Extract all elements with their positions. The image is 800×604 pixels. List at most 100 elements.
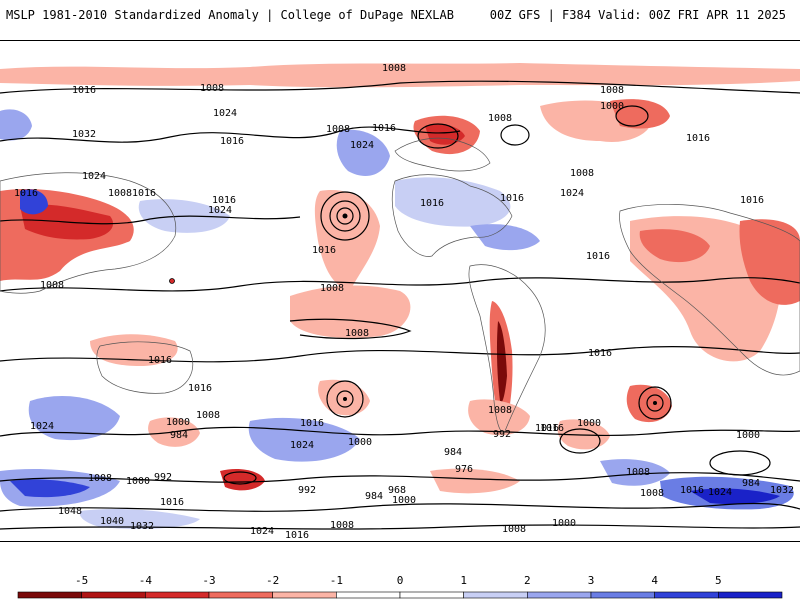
blue-patch-south-ocean-east-core bbox=[690, 488, 780, 505]
isobar-label: 992 bbox=[493, 429, 511, 440]
isobar-label: 1032 bbox=[130, 521, 154, 532]
isobar-label: 1016 bbox=[588, 348, 612, 359]
isobar-label: 1008 bbox=[326, 124, 350, 135]
isobar-label: 1008 bbox=[200, 83, 224, 94]
colorbar-segment bbox=[208, 591, 273, 599]
colorbar-tick-label: 3 bbox=[588, 574, 595, 587]
colorbar-segment bbox=[81, 591, 146, 599]
colorbar-graphic: -5 -4 -3 -2 -1 0 1 2 3 4 5 bbox=[17, 574, 783, 599]
blue-patch-siberia bbox=[0, 109, 32, 141]
isobar-label: 984 bbox=[365, 491, 383, 502]
blue-patch-south-ocean-west-core bbox=[10, 479, 90, 498]
colorbar-segment bbox=[654, 591, 719, 599]
red-patch-south-pacific bbox=[290, 285, 411, 338]
colorbar-tick-label: 0 bbox=[397, 574, 404, 587]
isobar-label: 1008 bbox=[570, 168, 594, 179]
isobar-label: 1024 bbox=[560, 188, 584, 199]
red-patch-south-ocean-b bbox=[430, 468, 520, 494]
colorbar-segment bbox=[145, 591, 210, 599]
header: MSLP 1981-2010 Standardized Anomaly | Co… bbox=[0, 0, 800, 30]
colorbar-segment bbox=[527, 591, 592, 599]
colorbar-tick-label: 5 bbox=[715, 574, 722, 587]
isobar-label: 1000 bbox=[126, 476, 150, 487]
isobar-label: 1000 bbox=[600, 101, 624, 112]
isobar-label: 984 bbox=[170, 430, 188, 441]
isobar-label: 1024 bbox=[82, 171, 106, 182]
isobar-label: 1016 bbox=[300, 418, 324, 429]
blue-patch-north-pacific bbox=[336, 129, 390, 176]
colorbar-tick-label: 2 bbox=[524, 574, 531, 587]
isobar-label: 1008 bbox=[488, 405, 512, 416]
isobar-label: 1016 bbox=[285, 530, 309, 541]
isobar-label: 1016 bbox=[188, 383, 212, 394]
colorbar-tick-label: 4 bbox=[651, 574, 658, 587]
isobar-label: 1000 bbox=[348, 437, 372, 448]
colorbar-tick-label: -4 bbox=[139, 574, 153, 587]
isobar-label: 1000 bbox=[577, 418, 601, 429]
isobar-label: 1000 bbox=[552, 518, 576, 529]
isobar-label: 1024 bbox=[350, 140, 374, 151]
red-patch-africa-core bbox=[639, 229, 710, 263]
isobar-label: 1032 bbox=[770, 485, 794, 496]
isobar-label: 1008 bbox=[108, 188, 132, 199]
isobar-label: 1016 bbox=[686, 133, 710, 144]
blue-patch-usa bbox=[395, 177, 511, 227]
colorbar-segment bbox=[272, 591, 337, 599]
blue-patch-south-indian bbox=[28, 396, 120, 441]
isobar-label: 1016 bbox=[540, 423, 564, 434]
isobar-label: 1008 bbox=[640, 488, 664, 499]
isobar-label: 1008 bbox=[488, 113, 512, 124]
isobar-label: 1008 bbox=[88, 473, 112, 484]
isobar-label: 1008 bbox=[320, 283, 344, 294]
isobar-label: 992 bbox=[154, 472, 172, 483]
colorbar-tick-label: 1 bbox=[460, 574, 467, 587]
blue-patch-tibet bbox=[20, 189, 48, 215]
red-patch-andes-core bbox=[496, 321, 507, 403]
red-patch-indian-ocean bbox=[90, 334, 178, 366]
isobar-label: 1016 bbox=[14, 188, 38, 199]
isobar-label: 1008 bbox=[330, 520, 354, 531]
isobar-label: 1016 bbox=[680, 485, 704, 496]
isobar-label: 1024 bbox=[213, 108, 237, 119]
valid-time-label: 00Z GFS | F384 Valid: 00Z FRI APR 11 202… bbox=[489, 8, 786, 22]
isobar-label: 1016 bbox=[740, 195, 764, 206]
isobar-label: 1024 bbox=[708, 487, 732, 498]
colorbar-tick-label: -3 bbox=[202, 574, 215, 587]
red-patch-pacific-center bbox=[314, 190, 380, 291]
world-map-panel: 1008 1016 1008 1024 1032 1016 1024 1008 … bbox=[0, 40, 800, 542]
isobar-labels: 1008 1016 1008 1024 1032 1016 1024 1008 … bbox=[14, 63, 794, 541]
isobar-label: 1008 bbox=[40, 280, 64, 291]
anomaly-map: 1008 1016 1008 1024 1032 1016 1024 1008 … bbox=[0, 63, 800, 541]
isobar-label: 1016 bbox=[372, 123, 396, 134]
isobar-label: 1008 bbox=[382, 63, 406, 74]
colorbar-segment bbox=[336, 591, 401, 599]
map-title: MSLP 1981-2010 Standardized Anomaly | Co… bbox=[6, 8, 454, 22]
isobar-label: 1016 bbox=[420, 198, 444, 209]
colorbar-segment bbox=[590, 591, 655, 599]
isobar-label: 1000 bbox=[166, 417, 190, 428]
red-patch-south-atlantic-east bbox=[557, 419, 610, 450]
isobar-label: 1008 bbox=[502, 524, 526, 535]
blue-patch-antarctic-strip bbox=[79, 508, 200, 529]
isobar-label: 992 bbox=[298, 485, 316, 496]
isobar-label: 1016 bbox=[500, 193, 524, 204]
blue-patch-south-atlantic bbox=[600, 459, 670, 486]
isobar-label: 1016 bbox=[535, 423, 559, 434]
isobar-label: 1016 bbox=[220, 136, 244, 147]
isobar-label: 1048 bbox=[58, 506, 82, 517]
red-patch-south-atlantic bbox=[626, 384, 672, 423]
arctic-red-band bbox=[0, 63, 800, 88]
isobar-label: 1024 bbox=[208, 205, 232, 216]
colorbar-segment bbox=[463, 591, 528, 599]
isobar-label: 1016 bbox=[312, 245, 336, 256]
isobar-label: 1040 bbox=[100, 516, 124, 527]
colorbar-tick-label: -1 bbox=[330, 574, 343, 587]
isobar-label: 1016 bbox=[72, 85, 96, 96]
colorbar-segment bbox=[17, 591, 82, 599]
isobar-label: 984 bbox=[444, 447, 462, 458]
isobar-label: 1016 bbox=[132, 188, 156, 199]
isobar-label: 1000 bbox=[392, 495, 416, 506]
isobar-label: 968 bbox=[388, 485, 406, 496]
colorbar-segment bbox=[399, 591, 464, 599]
colorbar-segment bbox=[718, 591, 783, 599]
